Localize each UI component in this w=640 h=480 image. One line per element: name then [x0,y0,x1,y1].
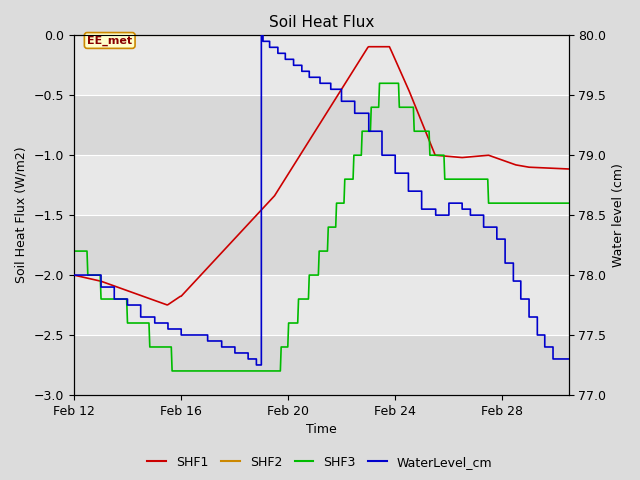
X-axis label: Time: Time [306,423,337,436]
Y-axis label: Soil Heat Flux (W/m2): Soil Heat Flux (W/m2) [15,147,28,284]
Legend: SHF1, SHF2, SHF3, WaterLevel_cm: SHF1, SHF2, SHF3, WaterLevel_cm [142,451,498,474]
Bar [74,36,569,95]
Bar [74,155,569,215]
Bar [74,95,569,155]
Y-axis label: Water level (cm): Water level (cm) [612,163,625,267]
Bar [74,275,569,335]
Text: EE_met: EE_met [87,36,132,46]
Title: Soil Heat Flux: Soil Heat Flux [269,15,374,30]
Bar [74,215,569,275]
Bar [74,335,569,395]
